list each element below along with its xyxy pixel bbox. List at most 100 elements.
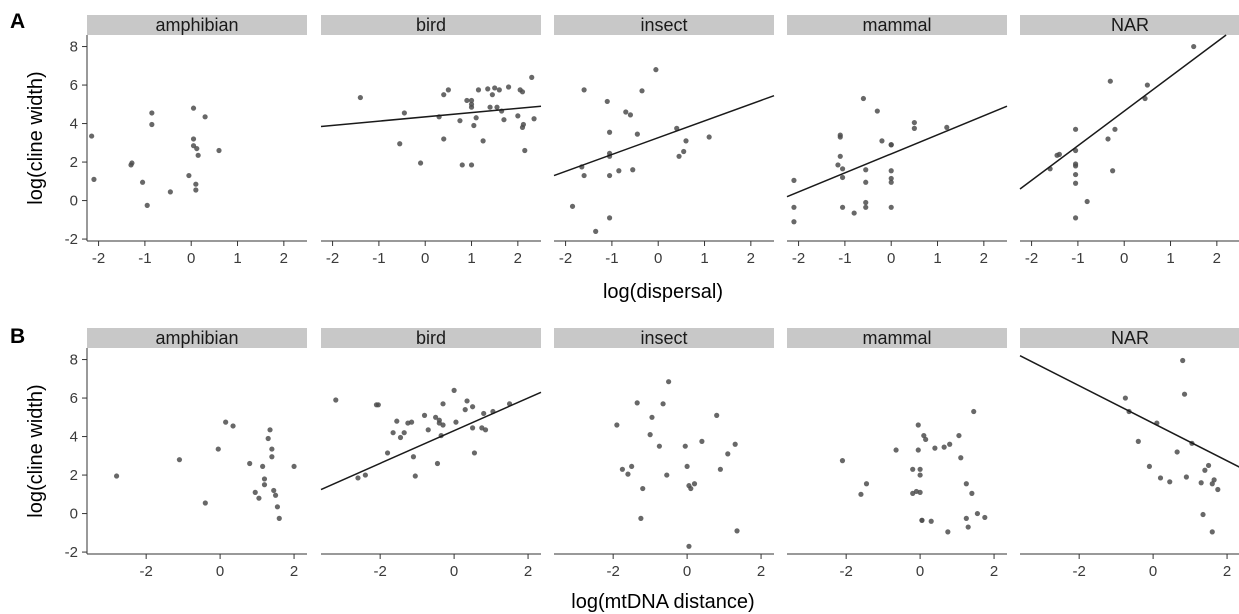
data-point (674, 125, 680, 131)
facet-mammal: mammal -2 0 2 (787, 328, 1007, 580)
regression-line (320, 391, 542, 491)
data-point (791, 204, 797, 210)
data-point (923, 436, 929, 443)
data-point (888, 168, 894, 174)
data-point (1215, 486, 1221, 493)
data-point (630, 167, 636, 173)
y-tick-label: 2 (70, 154, 78, 171)
x-axis-title: log(mtDNA distance) (571, 591, 754, 613)
data-point (531, 116, 537, 122)
facet-strip (787, 328, 1007, 348)
data-point (193, 187, 199, 193)
facet-strip-label: mammal (862, 328, 931, 348)
facet-amphibian: amphibian -2 0 2 (87, 328, 307, 580)
x-tick-label: -2 (1025, 250, 1038, 267)
data-point (190, 105, 197, 111)
x-tick-label: 0 (1120, 250, 1128, 267)
data-point (581, 172, 587, 179)
data-point (464, 398, 470, 404)
data-point (1200, 511, 1206, 518)
data-point (1105, 136, 1111, 142)
x-tick-label: 2 (990, 563, 998, 580)
data-point (357, 94, 363, 101)
data-point (215, 446, 221, 452)
x-tick-label: 0 (187, 250, 195, 267)
data-point (911, 119, 917, 126)
regression-line (553, 94, 775, 177)
data-point (1110, 168, 1116, 174)
data-point (1209, 481, 1215, 487)
data-point (982, 514, 988, 521)
data-point (647, 432, 653, 438)
y-axis-title: log(cline width) (25, 384, 47, 517)
data-point (619, 466, 626, 472)
data-point (462, 407, 468, 413)
data-point (480, 138, 486, 144)
data-point (888, 175, 894, 182)
data-point (919, 517, 925, 523)
regression-line (1019, 34, 1227, 190)
y-tick-label: 8 (70, 352, 78, 369)
x-tick-label: 1 (233, 250, 241, 267)
data-point (445, 87, 451, 93)
y-tick-label: 0 (70, 193, 78, 210)
data-point (606, 129, 613, 135)
x-tick-label: -2 (92, 250, 105, 267)
data-point (1144, 82, 1150, 88)
data-point (932, 445, 938, 451)
facet-bird: bird -2 -1 0 1 2 (320, 15, 542, 267)
data-point (397, 434, 404, 441)
data-point (261, 482, 268, 488)
data-point (625, 471, 631, 477)
data-point (714, 412, 720, 418)
facet-insect: insect -2 -1 0 1 2 (553, 15, 775, 267)
data-point (863, 481, 870, 487)
facet-strip (787, 15, 1007, 35)
data-point (839, 204, 846, 210)
data-point (487, 104, 493, 110)
x-tick-label: -2 (839, 563, 852, 580)
data-point (947, 441, 953, 447)
data-point (434, 460, 441, 467)
facet-strip-label: NAR (1111, 15, 1149, 35)
data-point (269, 446, 275, 452)
data-point (666, 379, 672, 385)
panel-tag: B (10, 325, 25, 348)
data-point (734, 528, 740, 534)
facet-strip-label: amphibian (155, 15, 238, 35)
x-tick-label: 0 (887, 250, 895, 267)
x-tick-label: 1 (933, 250, 941, 267)
data-point (91, 176, 97, 182)
x-tick-label: -2 (373, 563, 386, 580)
y-tick-label: -2 (65, 544, 78, 561)
facet-strip (1020, 15, 1239, 35)
data-point (190, 136, 197, 142)
data-point (593, 228, 599, 234)
facet-insect: insect -2 0 2 (554, 328, 774, 580)
data-point (496, 87, 502, 93)
data-point (408, 419, 415, 425)
data-point (888, 179, 894, 185)
data-point (837, 134, 843, 140)
data-point (355, 475, 361, 481)
data-point (706, 134, 712, 140)
data-point (260, 463, 266, 470)
x-tick-label: 2 (757, 563, 765, 580)
x-tick-label: -1 (372, 250, 385, 267)
data-point (471, 450, 478, 456)
data-point (616, 168, 622, 174)
facet-strip (554, 15, 774, 35)
data-point (888, 142, 894, 148)
facet-strip-label: amphibian (155, 328, 238, 348)
data-point (1198, 480, 1204, 486)
facet-strip (1020, 328, 1239, 348)
data-point (505, 84, 512, 90)
data-point (139, 179, 146, 185)
data-point (457, 118, 463, 124)
data-point (252, 489, 258, 495)
data-point (688, 485, 694, 492)
data-point (917, 489, 923, 495)
data-point (475, 87, 482, 93)
